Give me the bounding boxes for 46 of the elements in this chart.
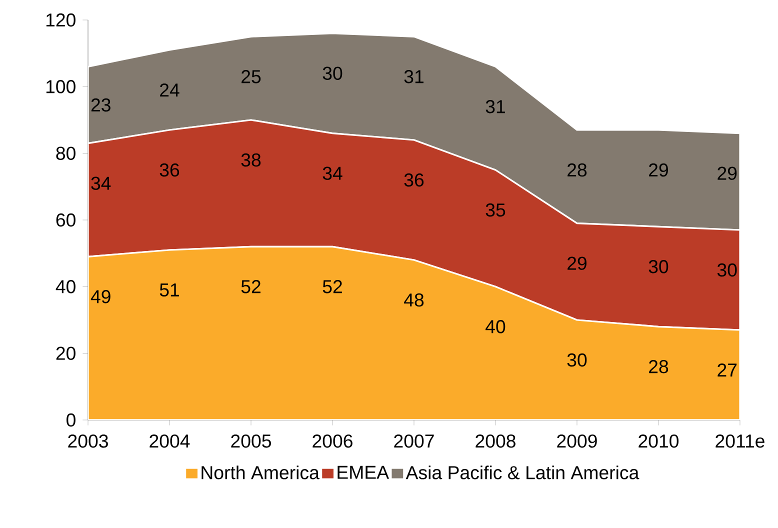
data-label: 27 (718, 363, 737, 377)
data-label: 49 (90, 290, 110, 304)
y-tick-label: 100 (46, 80, 76, 94)
legend-label: EMEA (338, 466, 390, 479)
data-label: 28 (649, 360, 668, 374)
data-label: 52 (241, 280, 260, 294)
data-label: 31 (486, 100, 505, 114)
data-label: 29 (568, 256, 586, 270)
data-label: 52 (322, 280, 342, 294)
y-tick-label: 60 (56, 213, 76, 227)
data-label: 23 (91, 98, 110, 112)
y-tick-label: 0 (66, 413, 76, 427)
data-label: 28 (568, 163, 587, 177)
data-label: 38 (241, 153, 261, 167)
data-label: 48 (404, 293, 424, 307)
data-label: 36 (404, 173, 424, 187)
x-tick-label: 2006 (312, 434, 352, 448)
data-label: 25 (242, 70, 261, 84)
x-tick-label: 2011e (716, 434, 764, 448)
data-label: 29 (718, 166, 737, 180)
data-label: 34 (322, 166, 342, 180)
y-tick-label: 120 (46, 13, 76, 27)
y-tick-label: 40 (56, 280, 76, 294)
x-tick-label: 2008 (476, 434, 516, 448)
x-tick-label: 2003 (68, 434, 108, 448)
data-label: 36 (160, 163, 180, 177)
data-label: 30 (648, 260, 668, 274)
data-label: 35 (486, 203, 506, 217)
y-tick-label: 20 (56, 346, 76, 360)
x-tick-label: 2010 (638, 434, 679, 448)
data-label: 30 (567, 353, 587, 367)
legend-label: Asia Pacific & Latin America (406, 466, 640, 480)
data-label: 29 (649, 163, 668, 177)
data-label: 30 (322, 66, 342, 80)
data-label: 34 (91, 176, 111, 190)
x-tick-label: 2007 (394, 434, 434, 448)
data-label: 51 (160, 283, 179, 297)
data-label: 24 (160, 83, 180, 97)
y-tick-label: 80 (56, 146, 76, 160)
x-tick-label: 2009 (557, 434, 597, 448)
legend-label: North America (202, 466, 320, 480)
data-label: 40 (486, 320, 506, 334)
x-tick-label: 2005 (231, 434, 271, 448)
data-label: 31 (404, 70, 424, 84)
data-label: 30 (717, 263, 737, 277)
x-tick-label: 2004 (150, 434, 190, 448)
